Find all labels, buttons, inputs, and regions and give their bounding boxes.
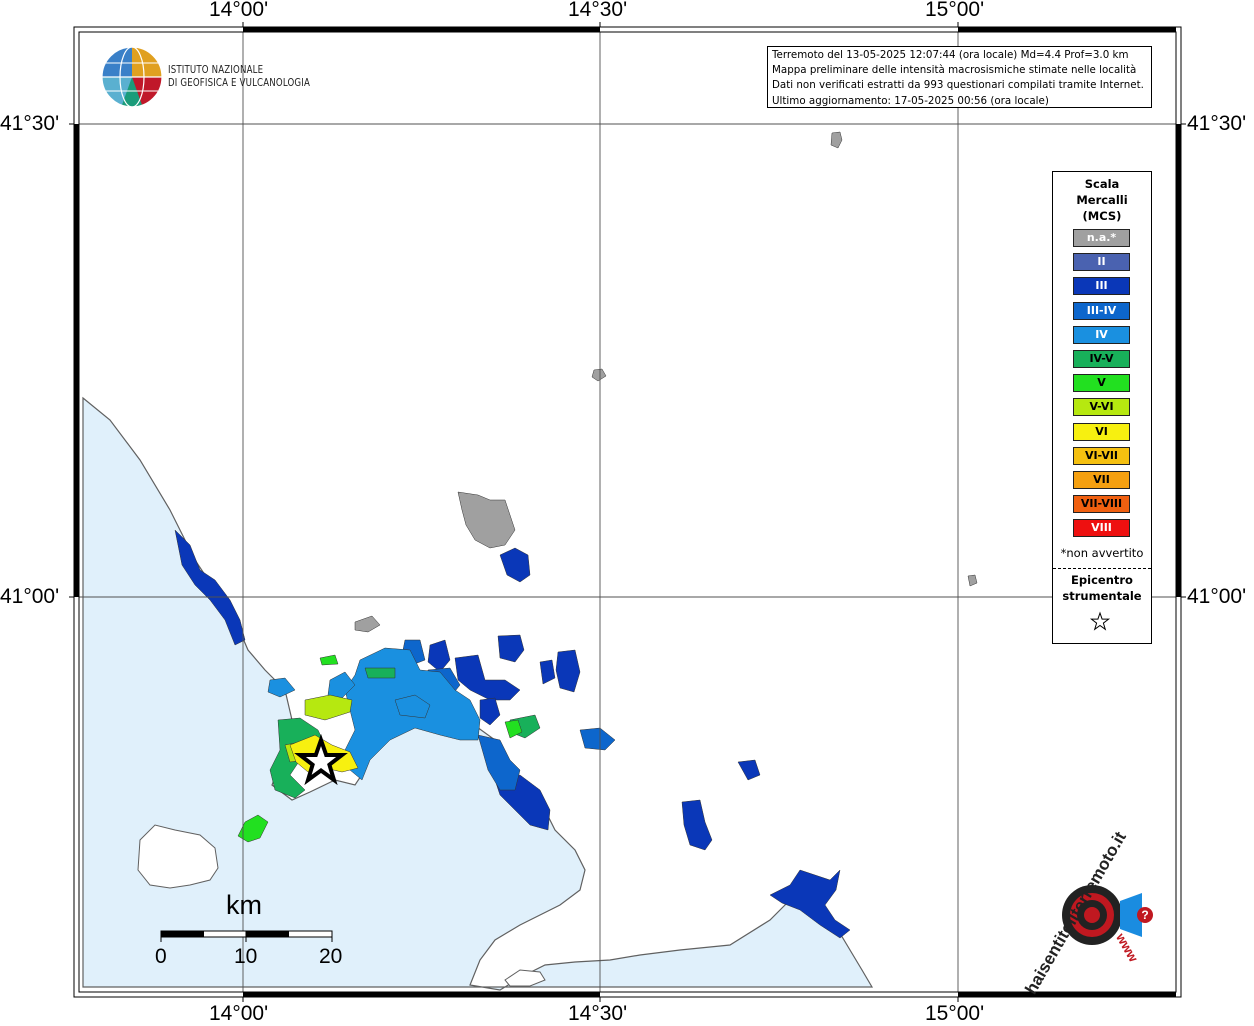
lon-label-bottom-1: 14°00' — [209, 1002, 269, 1025]
graticule — [79, 32, 1176, 992]
info-line-1: Terremoto del 13-05-2025 12:07:44 (ora l… — [772, 49, 1129, 61]
legend-item: VI-VII — [1073, 446, 1130, 465]
lon-label-bottom-3: 15°00' — [925, 1002, 985, 1025]
legend-title-line3: (MCS) — [1082, 209, 1122, 223]
intensity-legend: Scala Mercalli (MCS) n.a.* II III III-IV IV I… — [1052, 171, 1152, 644]
legend-item: IV — [1073, 325, 1130, 344]
legend-star-icon — [1089, 611, 1111, 631]
legend-items: n.a.* II III III-IV IV IV-V V V-VI VI VI-VII VII VI… — [1073, 229, 1130, 543]
legend-not-felt-note: *non avvertito — [1060, 546, 1144, 560]
legend-item: V-VI — [1073, 398, 1130, 417]
legend-title: Scala Mercalli (MCS) — [1053, 176, 1151, 224]
info-line-3: Dati non verificati estratti da 993 ques… — [772, 79, 1144, 92]
legend-item: III-IV — [1073, 301, 1130, 320]
lon-label-top-1: 14°00' — [209, 0, 269, 21]
lon-label-top-3: 15°00' — [925, 0, 985, 21]
earthquake-info-box: Terremoto del 13-05-2025 12:07:44 (ora l… — [767, 46, 1152, 108]
map-frame — [69, 22, 1186, 1002]
lon-label-bottom-2: 14°30' — [568, 1002, 628, 1025]
scale-unit-label: km — [226, 890, 262, 920]
legend-epicenter-line1: Epicentro — [1071, 573, 1133, 587]
institute-name-line2: DI GEOFISICA E VULCANOLOGIA — [168, 77, 311, 89]
scale-tick-0: 0 — [155, 945, 167, 968]
legend-epicenter-label: Epicentro strumentale — [1053, 572, 1151, 604]
lat-label-right-2: 41°00' — [1187, 585, 1247, 608]
scale-bar — [160, 930, 333, 942]
islands — [137, 824, 546, 987]
legend-item: III — [1073, 277, 1130, 296]
epicenter-star — [294, 733, 348, 786]
legend-item: IV-V — [1073, 349, 1130, 368]
legend-item: n.a.* — [1073, 229, 1130, 247]
ischia-island — [137, 824, 219, 889]
legend-item: VII-VIII — [1073, 495, 1130, 514]
legend-item: V — [1073, 374, 1130, 393]
scale-tick-10: 10 — [234, 945, 258, 968]
intensity-areas — [174, 131, 978, 939]
legend-divider — [1053, 568, 1151, 569]
legend-epicenter-line2: strumentale — [1062, 589, 1142, 603]
ingv-logo-icon — [101, 46, 163, 108]
svg-text:?: ? — [1141, 908, 1148, 922]
legend-item: II — [1073, 253, 1130, 272]
legend-title-line2: Mercalli — [1076, 193, 1128, 207]
institute-name: ISTITUTO NAZIONALE DI GEOFISICA E VULCAN… — [168, 64, 310, 90]
institute-name-line1: ISTITUTO NAZIONALE — [168, 64, 264, 76]
haisentito-logo-icon: ? — [1062, 885, 1153, 945]
legend-item: VI — [1073, 422, 1130, 441]
scale-tick-20: 20 — [319, 945, 343, 968]
lat-label-left-1: 41°30' — [0, 112, 60, 135]
legend-item: VIII — [1073, 519, 1130, 538]
capri-island — [504, 969, 546, 987]
legend-title-line1: Scala — [1084, 177, 1120, 191]
lat-label-right-1: 41°30' — [1187, 112, 1247, 135]
lat-label-left-2: 41°00' — [0, 585, 60, 608]
info-line-2: Mappa preliminare delle intensità macros… — [772, 64, 1137, 77]
info-line-4: Ultimo aggiornamento: 17-05-2025 00:56 (… — [772, 94, 1049, 107]
legend-item: VII — [1073, 470, 1130, 489]
lon-label-top-2: 14°30' — [568, 0, 628, 21]
